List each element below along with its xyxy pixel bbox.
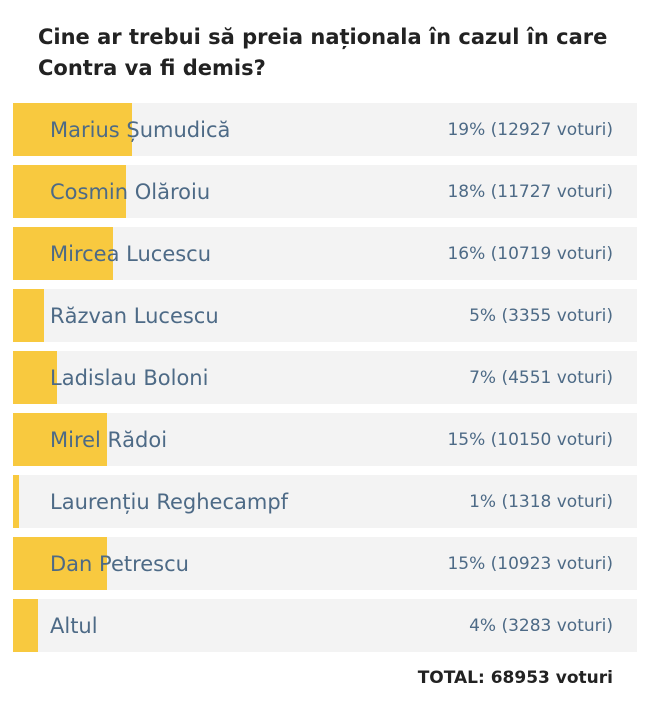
poll-option-result: 15% (10923 voturi) [447, 553, 613, 574]
poll-options: Marius Șumudică 19% (12927 voturi) Cosmin … [13, 103, 637, 661]
poll-option-label: Răzvan Lucescu [50, 303, 219, 328]
poll-total: TOTAL: 68953 voturi [417, 668, 613, 688]
poll-bar [13, 475, 20, 528]
poll-bar [13, 227, 113, 280]
poll-option-row[interactable]: Marius Șumudică 19% (12927 voturi) [13, 103, 637, 156]
poll-option-label: Altul [50, 613, 98, 638]
poll-option-row[interactable]: Mirel Rădoi 15% (10150 voturi) [13, 413, 637, 466]
poll-option-label: Mircea Lucescu [50, 241, 212, 266]
poll-option-row[interactable]: Răzvan Lucescu 5% (3355 voturi) [13, 289, 637, 342]
poll-option-label: Mirel Rădoi [50, 427, 168, 452]
poll-option-row[interactable]: Mircea Lucescu 16% (10719 voturi) [13, 227, 637, 280]
poll-bar [13, 289, 45, 342]
poll-option-row[interactable]: Ladislau Boloni 7% (4551 voturi) [13, 351, 637, 404]
poll-option-label: Dan Petrescu [50, 551, 189, 576]
poll-bar [13, 351, 57, 404]
poll-bar [13, 103, 132, 156]
poll-option-result: 16% (10719 voturi) [447, 243, 613, 264]
poll-option-result: 1% (1318 voturi) [469, 491, 613, 512]
poll-option-row[interactable]: Altul 4% (3283 voturi) [13, 599, 637, 652]
poll-option-label: Ladislau Boloni [50, 365, 209, 390]
poll-option-result: 5% (3355 voturi) [469, 305, 613, 326]
poll-option-row[interactable]: Cosmin Olăroiu 18% (11727 voturi) [13, 165, 637, 218]
poll-option-label: Cosmin Olăroiu [50, 179, 211, 204]
poll-bar [13, 413, 107, 466]
poll-option-result: 4% (3283 voturi) [469, 615, 613, 636]
poll-option-label: Laurențiu Reghecampf [50, 489, 289, 514]
poll-bar [13, 599, 38, 652]
poll-option-result: 7% (4551 voturi) [469, 367, 613, 388]
poll-title: Cine ar trebui să preia naționala în caz… [38, 25, 608, 80]
poll-option-result: 19% (12927 voturi) [447, 119, 613, 140]
poll-option-row[interactable]: Dan Petrescu 15% (10923 voturi) [13, 537, 637, 590]
poll-option-row[interactable]: Laurențiu Reghecampf 1% (1318 voturi) [13, 475, 637, 528]
poll-bar [13, 537, 107, 590]
poll-option-result: 15% (10150 voturi) [447, 429, 613, 450]
poll-bar [13, 165, 126, 218]
poll-option-result: 18% (11727 voturi) [447, 181, 613, 202]
poll-option-label: Marius Șumudică [50, 117, 231, 142]
